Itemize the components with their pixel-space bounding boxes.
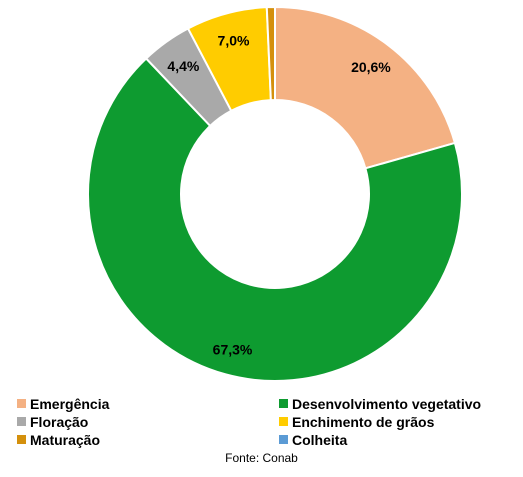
legend-item-emergencia: Emergência	[17, 395, 279, 412]
legend-swatch	[17, 399, 26, 408]
legend-label: Emergência	[30, 395, 110, 412]
data-label-desenvolvimento-vegetativo: 67,3%	[213, 341, 253, 357]
data-label-floracao: 4,4%	[167, 58, 199, 74]
source-note: Fonte: Conab	[225, 451, 298, 465]
legend-swatch	[279, 417, 288, 426]
legend-item-desenvolvimento-vegetativo: Desenvolvimento vegetativo	[279, 395, 517, 412]
slice-desenvolvimento-vegetativo	[87, 57, 463, 382]
slice-emergencia	[274, 5, 457, 170]
legend-item-colheita: Colheita	[279, 431, 517, 448]
legend-label: Colheita	[292, 431, 348, 448]
legend-swatch	[17, 435, 26, 444]
slice-maturacao	[265, 5, 276, 102]
legend-swatch	[279, 435, 288, 444]
legend-item-enchimento-de-graos: Enchimento de grãos	[279, 413, 517, 430]
legend: Emergência Desenvolvimento vegetativo Fl…	[17, 395, 517, 448]
legend-label: Desenvolvimento vegetativo	[292, 395, 482, 412]
legend-swatch	[279, 399, 288, 408]
legend-label: Floração	[30, 413, 89, 430]
legend-item-floracao: Floração	[17, 413, 279, 430]
legend-item-maturacao: Maturação	[17, 431, 279, 448]
data-label-enchimento-de-graos: 7,0%	[218, 32, 250, 48]
legend-label: Enchimento de grãos	[292, 413, 435, 430]
legend-label: Maturação	[30, 431, 101, 448]
legend-swatch	[17, 417, 26, 426]
data-label-emergencia: 20,6%	[351, 59, 391, 75]
donut-chart: 20,6% 67,3% 4,4% 7,0%	[87, 5, 463, 382]
